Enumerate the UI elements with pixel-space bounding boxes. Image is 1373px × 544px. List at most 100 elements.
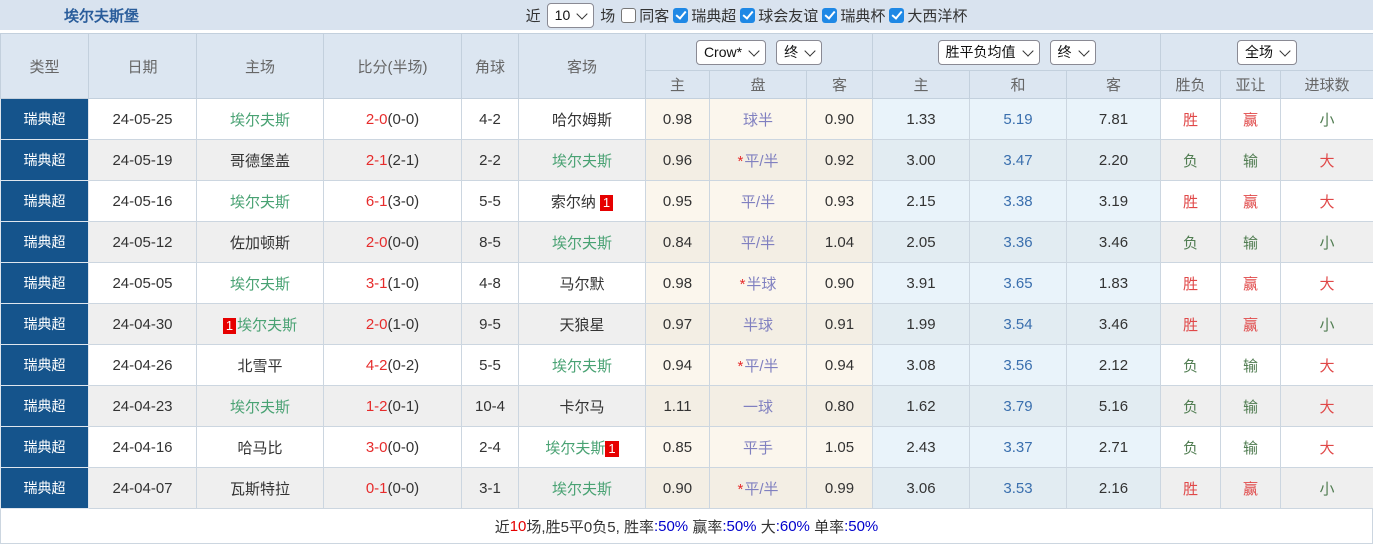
score-cell: 4-2(0-2)	[323, 344, 462, 386]
checkbox-checked-icon[interactable]	[673, 7, 689, 23]
checkbox-checked-icon[interactable]	[889, 7, 905, 23]
table-row: 瑞典超 24-05-19 哥德堡盖 2-1(2-1) 2-2 埃尔夫斯 0.96 *平/半 0.…	[0, 139, 1373, 181]
date-cell: 24-05-25	[88, 98, 197, 140]
away-team-cell: 哈尔姆斯	[518, 98, 646, 140]
europe-time-value: 终	[1057, 44, 1072, 60]
red-card-badge: 1	[599, 194, 614, 211]
away-team-cell: 卡尔马	[518, 385, 646, 427]
europe-company-select[interactable]: 胜平负均值	[937, 39, 1040, 65]
col-header-away: 客场	[518, 33, 646, 99]
chevron-down-icon	[1077, 44, 1090, 57]
summary-segment: 胜率	[623, 518, 654, 536]
filter-checkbox[interactable]: 同客	[621, 5, 669, 26]
filter-checkboxes: 同客 瑞典超 球会友谊 瑞典杯 大西洋杯	[621, 5, 967, 26]
team-name: 卡尔马	[559, 398, 605, 416]
scope-select[interactable]: 全场	[1237, 39, 1297, 65]
euro-away-cell: 2.71	[1066, 426, 1161, 468]
euro-draw-cell: 3.54	[969, 303, 1067, 345]
euro-draw-cell: 3.38	[969, 180, 1067, 222]
home-team-cell: 北雪平	[196, 344, 324, 386]
corner-cell: 4-2	[461, 98, 519, 140]
half-score: (2-1)	[387, 151, 420, 169]
handicap-cell: 平/半	[709, 180, 807, 222]
away-team-cell: 埃尔夫斯	[518, 139, 646, 181]
handicap-cell: 半球	[709, 303, 807, 345]
odds-company-select[interactable]: Crow*	[695, 39, 767, 65]
table-row: 瑞典超 24-04-30 1 埃尔夫斯 2-0(1-0) 9-5 天狼星 0.97 半球 0.91…	[0, 303, 1373, 345]
handicap-cell: *平/半	[709, 139, 807, 181]
col-header-date: 日期	[88, 33, 197, 99]
goals-result-cell: 大	[1279, 344, 1373, 386]
odds-home-cell: 0.90	[645, 467, 710, 509]
changed-odds-star: *	[737, 357, 744, 375]
chevron-down-icon	[1021, 44, 1034, 57]
checkbox-checked-icon[interactable]	[822, 7, 838, 23]
corner-cell: 5-5	[461, 344, 519, 386]
euro-away-cell: 3.19	[1066, 180, 1161, 222]
euro-away-cell: 2.12	[1066, 344, 1161, 386]
asia-handicap-result-cell: 输	[1220, 344, 1281, 386]
table-row: 瑞典超 24-04-26 北雪平 4-2(0-2) 5-5 埃尔夫斯 0.94 *平/半 0.9…	[0, 344, 1373, 386]
check-icon	[675, 8, 687, 20]
filter-checkbox-label: 大西洋杯	[907, 7, 968, 25]
result-cell: 负	[1160, 344, 1221, 386]
handicap-cell: 一球	[709, 385, 807, 427]
odds-home-cell: 0.84	[645, 221, 710, 263]
filter-checkbox[interactable]: 大西洋杯	[889, 5, 967, 26]
score-cell: 2-1(2-1)	[323, 139, 462, 181]
filter-checkbox-label: 瑞典杯	[840, 7, 886, 25]
full-score: 3-1	[365, 274, 388, 292]
full-score: 1-2	[365, 397, 388, 415]
half-score: (0-0)	[387, 233, 420, 251]
odds-time-select[interactable]: 终	[776, 39, 823, 65]
home-team-cell: 哈马比	[196, 426, 324, 468]
euro-home-cell: 1.99	[872, 303, 970, 345]
col-header-score: 比分(半场)	[323, 33, 462, 99]
filter-checkbox[interactable]: 瑞典超	[673, 5, 736, 26]
odds-away-cell: 1.04	[806, 221, 873, 263]
filter-checkbox[interactable]: 瑞典杯	[822, 5, 885, 26]
recent-count-select[interactable]: 10	[546, 2, 595, 28]
team-name: 哥德堡盖	[229, 152, 290, 170]
euro-draw-cell: 3.65	[969, 262, 1067, 304]
table-row: 瑞典超 24-05-25 埃尔夫斯 2-0(0-0) 4-2 哈尔姆斯 0.98 球半 0.90…	[0, 98, 1373, 140]
odds-away-cell: 1.05	[806, 426, 873, 468]
subheader-euro-draw: 和	[969, 70, 1067, 99]
checkbox-unchecked-icon[interactable]	[621, 7, 637, 23]
asia-handicap-result-cell: 输	[1220, 385, 1281, 427]
full-score: 6-1	[365, 192, 388, 210]
corner-cell: 2-4	[461, 426, 519, 468]
euro-home-cell: 2.05	[872, 221, 970, 263]
scope-value: 全场	[1245, 44, 1273, 60]
table-row: 瑞典超 24-04-23 埃尔夫斯 1-2(0-1) 10-4 卡尔马 1.11 一球 0.80…	[0, 385, 1373, 427]
goals-result-cell: 小	[1279, 467, 1373, 509]
handicap-cell: *半球	[709, 262, 807, 304]
league-cell: 瑞典超	[0, 262, 89, 304]
changed-odds-star: *	[737, 480, 744, 498]
score-cell: 3-1(1-0)	[323, 262, 462, 304]
europe-select-cell: 胜平负均值 终	[872, 33, 1161, 71]
chevron-down-icon	[1279, 44, 1291, 57]
checkbox-checked-icon[interactable]	[740, 7, 756, 23]
odds-away-cell: 0.91	[806, 303, 873, 345]
league-cell: 瑞典超	[0, 467, 89, 509]
subheader-asia: 亚让	[1220, 70, 1281, 99]
score-cell: 2-0(0-0)	[323, 98, 462, 140]
team-name: 北雪平	[237, 357, 283, 375]
league-cell: 瑞典超	[0, 303, 89, 345]
euro-home-cell: 3.08	[872, 344, 970, 386]
handicap-cell: *平/半	[709, 467, 807, 509]
odds-home-cell: 0.94	[645, 344, 710, 386]
handicap-cell: 球半	[709, 98, 807, 140]
date-cell: 24-05-05	[88, 262, 197, 304]
result-cell: 负	[1160, 139, 1221, 181]
europe-time-select[interactable]: 终	[1049, 39, 1096, 65]
half-score: (0-0)	[387, 438, 420, 456]
filter-checkbox[interactable]: 球会友谊	[740, 5, 818, 26]
score-cell: 2-0(1-0)	[323, 303, 462, 345]
full-score: 2-1	[365, 151, 388, 169]
team-name: 哈尔姆斯	[551, 111, 612, 129]
euro-away-cell: 2.20	[1066, 139, 1161, 181]
odds-away-cell: 0.99	[806, 467, 873, 509]
euro-draw-cell: 3.37	[969, 426, 1067, 468]
